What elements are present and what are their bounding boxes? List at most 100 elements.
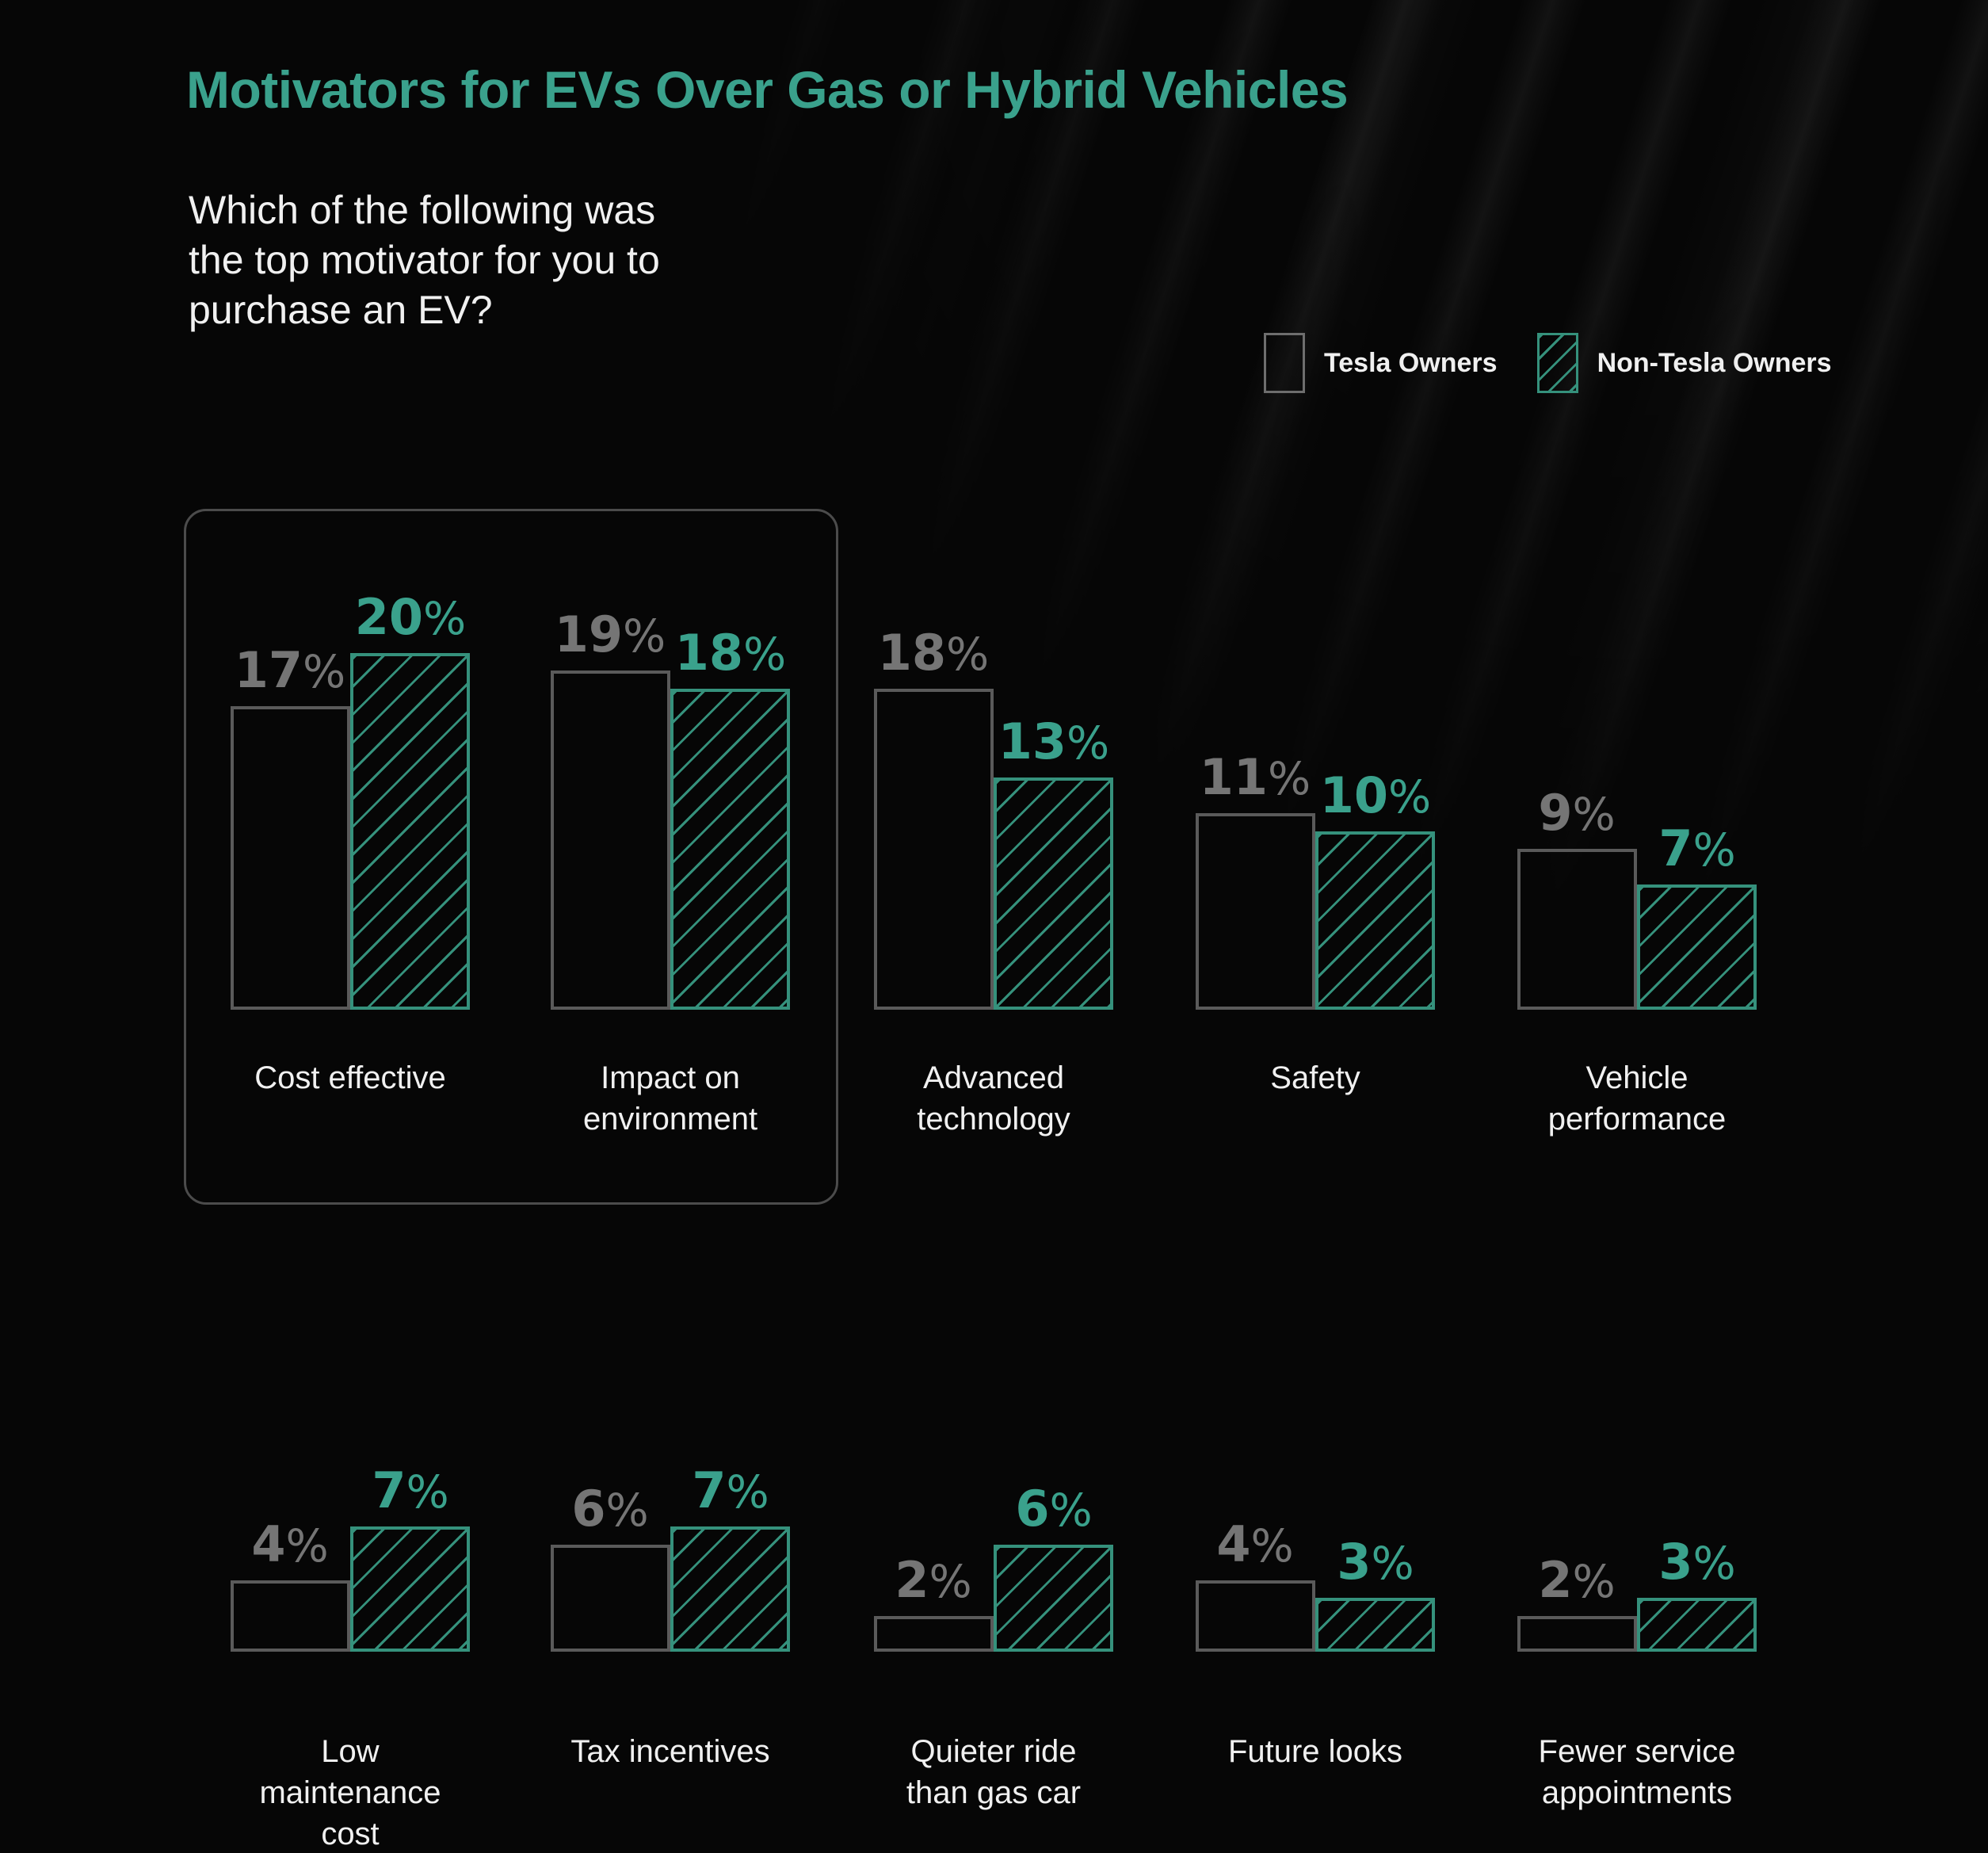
percent-sign: %	[623, 609, 666, 663]
tesla-bar-vehicle-performance	[1517, 849, 1637, 1010]
percent-sign: %	[1692, 823, 1736, 877]
non-tesla-bar-impact-on-environment	[670, 689, 790, 1010]
percent-sign: %	[1572, 788, 1616, 841]
category-label-line: Quieter ride	[910, 1734, 1077, 1769]
tesla-value-tax-incentives: 6%	[491, 1484, 729, 1534]
tesla-value-vehicle-performance: 9%	[1458, 788, 1696, 841]
percent-sign: %	[1388, 770, 1432, 823]
non-tesla-bar-safety	[1315, 831, 1435, 1010]
non-tesla-bar-low-maintenance-cost	[350, 1526, 470, 1652]
non-tesla-value-tax-incentives: 7%	[612, 1465, 849, 1515]
value-number: 4	[1216, 1515, 1251, 1573]
percent-sign: %	[726, 1465, 769, 1519]
value-number: 11	[1199, 747, 1269, 806]
value-number: 7	[692, 1461, 727, 1519]
non-tesla-value-future-looks: 3%	[1257, 1537, 1494, 1587]
bar-group-low-maintenance-cost: 4% 7% Low maintenance cost	[184, 1255, 517, 1851]
non-tesla-bar-vehicle-performance	[1637, 884, 1757, 1010]
percent-sign: %	[743, 628, 787, 681]
non-tesla-value-quieter-ride-than-gas-car: 6%	[935, 1484, 1173, 1534]
category-label-line: Impact on	[601, 1060, 740, 1095]
category-label-safety: Safety	[1149, 1057, 1482, 1098]
non-tesla-value-low-maintenance-cost: 7%	[292, 1465, 529, 1515]
category-label-line: environment	[582, 1102, 758, 1137]
value-number: 3	[1337, 1532, 1372, 1591]
tesla-bar-cost-effective	[231, 706, 350, 1010]
percent-sign: %	[406, 1465, 449, 1519]
bar-group-safety: 11% 10% Safety	[1149, 613, 1482, 1095]
percent-sign: %	[929, 1555, 972, 1608]
bar-row-bottom: 4% 7% Low maintenance cost 6% 7% Tax incentives…	[0, 1255, 1988, 1851]
value-number: 19	[554, 605, 624, 663]
value-number: 17	[234, 640, 303, 699]
category-label-quieter-ride-than-gas-car: Quieter ride than gas car	[827, 1731, 1160, 1813]
non-tesla-value-safety: 10%	[1257, 770, 1494, 823]
value-number: 13	[998, 712, 1067, 770]
percent-sign: %	[946, 628, 990, 681]
tesla-bar-fewer-service-appointments	[1517, 1616, 1637, 1652]
category-label-line: than gas car	[906, 1775, 1082, 1810]
percent-sign: %	[1572, 1555, 1616, 1608]
value-number: 4	[251, 1515, 286, 1573]
category-label-line: Cost effective	[254, 1060, 446, 1095]
percent-sign: %	[423, 592, 467, 645]
tesla-value-impact-on-environment: 19%	[491, 609, 729, 659]
category-label-line: Fewer service	[1538, 1734, 1736, 1769]
value-number: 6	[571, 1479, 606, 1538]
percent-sign: %	[1250, 1519, 1294, 1572]
tesla-value-safety: 11%	[1136, 752, 1374, 805]
non-tesla-value-fewer-service-appointments: 3%	[1578, 1537, 1816, 1590]
bar-group-quieter-ride-than-gas-car: 2% 6% Quieter ride than gas car	[827, 1255, 1160, 1810]
tesla-bar-impact-on-environment	[551, 671, 670, 1010]
category-label-line: technology	[917, 1102, 1070, 1137]
page-title: Motivators for EVs Over Gas or Hybrid Ve…	[186, 60, 1349, 119]
category-label-tax-incentives: Tax incentives	[504, 1731, 837, 1772]
category-label-line: performance	[1547, 1102, 1727, 1137]
percent-sign: %	[1692, 1537, 1736, 1590]
percent-sign: %	[1268, 752, 1311, 805]
value-number: 6	[1015, 1479, 1050, 1538]
non-tesla-bar-tax-incentives	[670, 1526, 790, 1652]
category-label-line: appointments	[1541, 1775, 1733, 1810]
percent-sign: %	[285, 1519, 329, 1572]
tesla-value-fewer-service-appointments: 2%	[1458, 1555, 1696, 1608]
category-label-low-maintenance-cost: Low maintenance cost	[184, 1731, 517, 1853]
bar-row-top: 17% 20% Cost effective 19% 18% Impact on envir…	[0, 592, 1988, 1137]
non-tesla-bar-fewer-service-appointments	[1637, 1598, 1757, 1652]
tesla-value-low-maintenance-cost: 4%	[171, 1519, 409, 1572]
tesla-value-future-looks: 4%	[1136, 1519, 1374, 1572]
tesla-bar-advanced-technology	[874, 689, 994, 1010]
non-tesla-owners-swatch	[1536, 333, 1578, 393]
category-label-vehicle-performance: Vehicle performance	[1471, 1057, 1803, 1140]
survey-question-line: the top motivator for you to	[189, 238, 660, 282]
category-label-line: cost	[321, 1817, 380, 1851]
value-number: 10	[1319, 766, 1389, 824]
category-label-fewer-service-appointments: Fewer service appointments	[1471, 1731, 1803, 1813]
non-tesla-value-cost-effective: 20%	[292, 592, 529, 645]
category-label-future-looks: Future looks	[1149, 1731, 1482, 1772]
legend: Tesla Owners Non-Tesla Owners	[1264, 333, 1832, 393]
bar-group-advanced-technology: 18% 13% Advanced technology	[827, 613, 1160, 1137]
value-number: 20	[354, 587, 424, 646]
non-tesla-bar-cost-effective	[350, 653, 470, 1010]
non-tesla-value-vehicle-performance: 7%	[1578, 823, 1816, 873]
percent-sign: %	[1066, 716, 1110, 770]
value-number: 2	[895, 1550, 929, 1609]
bar-group-vehicle-performance: 9% 7% Vehicle performance	[1471, 613, 1803, 1137]
percent-sign: %	[303, 645, 346, 698]
non-tesla-value-impact-on-environment: 18%	[612, 628, 849, 678]
tesla-value-advanced-technology: 18%	[815, 628, 1052, 678]
category-label-advanced-technology: Advanced technology	[827, 1057, 1160, 1140]
tesla-bar-quieter-ride-than-gas-car	[874, 1616, 994, 1652]
category-label-line: maintenance	[259, 1775, 441, 1810]
non-tesla-bar-quieter-ride-than-gas-car	[994, 1545, 1113, 1652]
value-number: 3	[1658, 1532, 1693, 1591]
bar-group-future-looks: 4% 3% Future looks	[1149, 1255, 1482, 1769]
tesla-value-quieter-ride-than-gas-car: 2%	[815, 1555, 1052, 1608]
tesla-bar-tax-incentives	[551, 1545, 670, 1652]
bar-group-tax-incentives: 6% 7% Tax incentives	[504, 1255, 837, 1769]
value-number: 18	[877, 623, 947, 682]
value-number: 7	[372, 1461, 406, 1519]
category-label-line: Advanced	[923, 1060, 1064, 1095]
value-number: 9	[1538, 783, 1573, 842]
